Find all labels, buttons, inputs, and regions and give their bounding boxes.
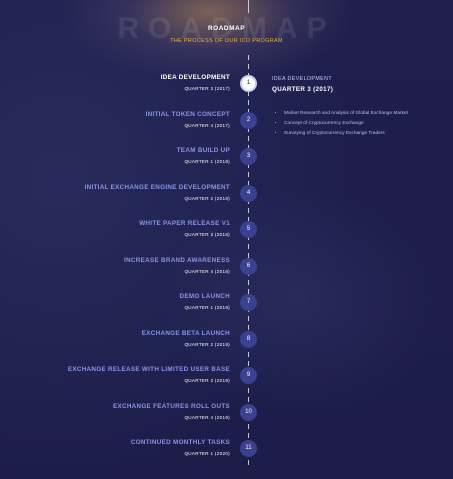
detail-list: Market Research and Analysis of Global E…	[272, 109, 442, 139]
timeline-item-10[interactable]: EXCHANGE FEATURES ROLL OUTS QUARTER 4 (20…	[0, 403, 453, 423]
timeline-step-number[interactable]: 1	[240, 75, 257, 92]
timeline-step-number[interactable]: 5	[240, 221, 257, 238]
detail-quarter: QUARTER 3 (2017)	[272, 86, 334, 93]
timeline-item-2[interactable]: INITIAL TOKEN CONCEPT QUARTER 4 (2017) 2	[0, 111, 453, 131]
section-title: ROADMAP	[207, 25, 246, 32]
detail-title: IDEA DEVELOPMENT	[272, 76, 332, 82]
timeline-item-text: EXCHANGE RELEASE WITH LIMITED USER BASE Q…	[68, 366, 230, 383]
timeline-item-text: CONTINUED MONTHLY TASKS QUARTER 1 (2020)	[131, 439, 230, 456]
timeline-item-3[interactable]: TEAM BUILD UP QUARTER 1 (2018) 3	[0, 147, 453, 167]
timeline-phase-label: INCREASE BRAND AWARENESS	[124, 256, 230, 264]
timeline-item-11[interactable]: CONTINUED MONTHLY TASKS QUARTER 1 (2020) 1…	[0, 439, 453, 459]
timeline-phase-label: EXCHANGE FEATURES ROLL OUTS	[112, 402, 230, 410]
detail-panel: IDEA DEVELOPMENT QUARTER 3 (2017) Market…	[272, 76, 442, 139]
roadmap-watermark: ROADMAP	[117, 12, 336, 45]
timeline-quarter-label: QUARTER 4 (2017)	[184, 122, 230, 128]
timeline-item-text: INITIAL EXCHANGE ENGINE DEVELOPMENT QUART…	[85, 184, 230, 201]
timeline-quarter-label: QUARTER 2 (2018)	[184, 195, 230, 201]
timeline-phase-label: WHITE PAPER RELEASE V1	[139, 220, 230, 227]
timeline-item-text: INITIAL TOKEN CONCEPT QUARTER 4 (2017)	[146, 111, 230, 128]
timeline-item-8[interactable]: EXCHANGE BETA LAUNCH QUARTER 2 (2019) 8	[0, 330, 453, 350]
timeline-item-7[interactable]: DEMO LAUNCH QUARTER 1 (2019) 7	[0, 293, 453, 313]
timeline-item-text: IDEA DEVELOPMENT QUARTER 3 (2017)	[161, 74, 230, 91]
timeline-quarter-label: QUARTER 4 (2018)	[184, 268, 230, 274]
timeline-step-number[interactable]: 7	[240, 294, 257, 311]
timeline-quarter-label: QUARTER 3 (2017)	[184, 86, 230, 91]
section-header: ROADMAP THE PROCESS OF OUR ICO PROGRAM	[0, 25, 453, 44]
timeline-step-number[interactable]: 6	[240, 257, 257, 275]
detail-list-item: Surveying of Cryptocurrency Exchange Tra…	[284, 129, 442, 139]
timeline-phase-label: INITIAL TOKEN CONCEPT	[145, 110, 230, 118]
detail-list-item: Market Research and Analysis of Global E…	[284, 109, 442, 119]
timeline-quarter-label: QUARTER 2 (2019)	[184, 341, 230, 347]
timeline-step-number[interactable]: 8	[240, 330, 257, 348]
timeline-item-4[interactable]: INITIAL EXCHANGE ENGINE DEVELOPMENT QUART…	[0, 184, 453, 204]
timeline-quarter-label: QUARTER 1 (2020)	[184, 451, 230, 456]
timeline-phase-label: TEAM BUILD UP	[176, 147, 230, 154]
timeline-quarter-label: QUARTER 1 (2019)	[184, 305, 230, 310]
timeline-item-text: EXCHANGE BETA LAUNCH QUARTER 2 (2019)	[142, 330, 230, 347]
section-subtitle: THE PROCESS OF OUR ICO PROGRAM	[170, 38, 283, 44]
timeline-item-text: TEAM BUILD UP QUARTER 1 (2018)	[177, 147, 230, 164]
timeline-item-text: INCREASE BRAND AWARENESS QUARTER 4 (2018)	[124, 257, 230, 274]
timeline-step-number[interactable]: 11	[240, 440, 257, 457]
timeline-item-1[interactable]: IDEA DEVELOPMENT QUARTER 3 (2017) 1	[0, 74, 453, 94]
timeline-phase-label: INITIAL EXCHANGE ENGINE DEVELOPMENT	[84, 183, 230, 191]
timeline-phase-label: EXCHANGE BETA LAUNCH	[141, 329, 230, 337]
timeline-phase-label: CONTINUED MONTHLY TASKS	[130, 439, 230, 446]
detail-list-item: Concept of Cryptocurrency Exchange	[284, 119, 442, 129]
timeline-item-text: WHITE PAPER RELEASE V1 QUARTER 3 (2018)	[139, 220, 230, 237]
timeline-step-number[interactable]: 9	[240, 367, 257, 384]
top-divider-line	[248, 0, 249, 13]
timeline-quarter-label: QUARTER 4 (2019)	[184, 414, 230, 420]
timeline-item-text: DEMO LAUNCH QUARTER 1 (2019)	[179, 293, 230, 310]
timeline-phase-label: EXCHANGE RELEASE WITH LIMITED USER BASE	[67, 366, 230, 373]
timeline-item-9[interactable]: EXCHANGE RELEASE WITH LIMITED USER BASE Q…	[0, 366, 453, 386]
timeline-quarter-label: QUARTER 1 (2018)	[184, 159, 230, 164]
timeline-item-5[interactable]: WHITE PAPER RELEASE V1 QUARTER 3 (2018) 5	[0, 220, 453, 240]
timeline-item-6[interactable]: INCREASE BRAND AWARENESS QUARTER 4 (2018)…	[0, 257, 453, 277]
timeline-quarter-label: QUARTER 3 (2019)	[184, 378, 230, 383]
timeline-step-number[interactable]: 2	[240, 111, 257, 129]
timeline-step-number[interactable]: 3	[240, 148, 257, 165]
timeline-phase-label: IDEA DEVELOPMENT	[160, 74, 230, 81]
timeline-phase-label: DEMO LAUNCH	[179, 293, 230, 300]
timeline-item-text: EXCHANGE FEATURES ROLL OUTS QUARTER 4 (20…	[113, 403, 230, 420]
timeline-step-number[interactable]: 10	[240, 403, 257, 421]
timeline-quarter-label: QUARTER 3 (2018)	[184, 232, 230, 237]
timeline-step-number[interactable]: 4	[240, 184, 257, 202]
